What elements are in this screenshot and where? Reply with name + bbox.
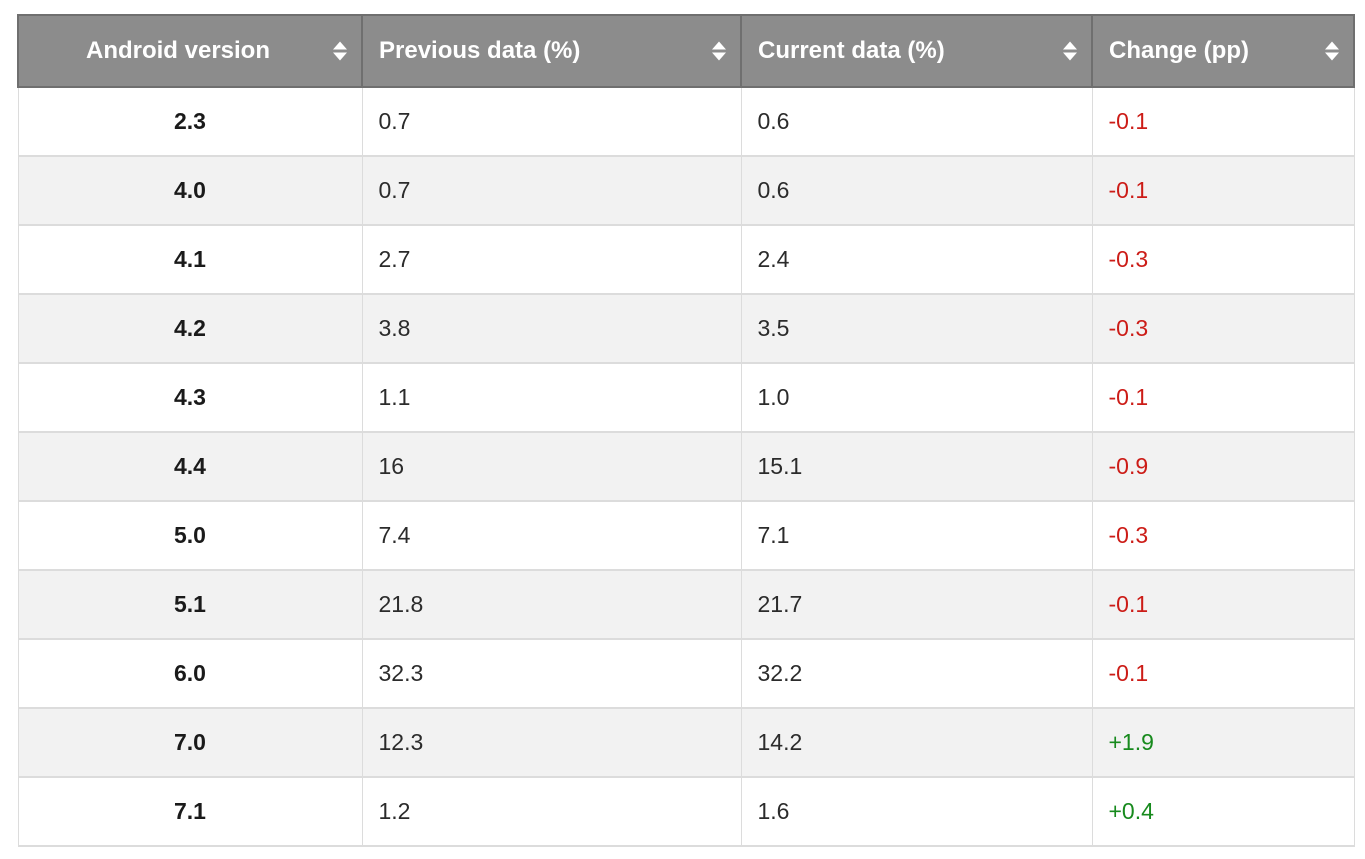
sort-icon[interactable] bbox=[1063, 41, 1077, 61]
previous-data-cell: 0.7 bbox=[361, 156, 742, 226]
current-data-cell: 15.1 bbox=[740, 432, 1093, 502]
android-version-cell: 7.1 bbox=[17, 777, 363, 847]
previous-data-cell: 16 bbox=[361, 432, 742, 502]
current-data-cell: 3.5 bbox=[740, 294, 1093, 364]
previous-data-cell: 3.8 bbox=[361, 294, 742, 364]
previous-data-cell: 21.8 bbox=[361, 570, 742, 640]
change-cell: -0.3 bbox=[1091, 294, 1355, 364]
table-row: 7.1 1.2 1.6 +0.4 bbox=[17, 777, 1355, 847]
previous-data-cell: 2.7 bbox=[361, 225, 742, 295]
sort-down-arrow-icon bbox=[712, 52, 726, 61]
previous-data-cell: 0.7 bbox=[361, 87, 742, 157]
current-data-cell: 32.2 bbox=[740, 639, 1093, 709]
android-version-cell: 2.3 bbox=[17, 87, 363, 157]
sort-up-arrow-icon bbox=[1063, 41, 1077, 50]
table-header: Android version Previous data (%) Curren… bbox=[17, 14, 1355, 88]
sort-down-arrow-icon bbox=[1063, 52, 1077, 61]
change-cell: +0.4 bbox=[1091, 777, 1355, 847]
android-version-cell: 5.0 bbox=[17, 501, 363, 571]
sort-icon[interactable] bbox=[712, 41, 726, 61]
previous-data-cell: 12.3 bbox=[361, 708, 742, 778]
change-cell: -0.3 bbox=[1091, 225, 1355, 295]
current-data-cell: 21.7 bbox=[740, 570, 1093, 640]
column-header-label: Android version bbox=[85, 37, 271, 64]
column-header-change[interactable]: Change (pp) bbox=[1091, 14, 1355, 88]
table-body: 2.3 0.7 0.6 -0.1 4.0 0.7 0.6 -0.1 4.1 2.… bbox=[17, 87, 1355, 847]
table-row: 6.0 32.3 32.2 -0.1 bbox=[17, 639, 1355, 709]
sort-icon[interactable] bbox=[333, 41, 347, 61]
change-cell: -0.1 bbox=[1091, 87, 1355, 157]
column-header-android-version[interactable]: Android version bbox=[17, 14, 363, 88]
table-row: 5.1 21.8 21.7 -0.1 bbox=[17, 570, 1355, 640]
android-version-cell: 4.4 bbox=[17, 432, 363, 502]
column-header-current-data[interactable]: Current data (%) bbox=[740, 14, 1093, 88]
current-data-cell: 0.6 bbox=[740, 156, 1093, 226]
change-cell: -0.9 bbox=[1091, 432, 1355, 502]
android-distribution-table: Android version Previous data (%) Curren… bbox=[17, 14, 1355, 847]
current-data-cell: 7.1 bbox=[740, 501, 1093, 571]
android-version-cell: 7.0 bbox=[17, 708, 363, 778]
android-version-cell: 4.0 bbox=[17, 156, 363, 226]
android-version-cell: 4.3 bbox=[17, 363, 363, 433]
current-data-cell: 0.6 bbox=[740, 87, 1093, 157]
previous-data-cell: 1.2 bbox=[361, 777, 742, 847]
current-data-cell: 1.0 bbox=[740, 363, 1093, 433]
android-version-cell: 6.0 bbox=[17, 639, 363, 709]
change-cell: -0.1 bbox=[1091, 639, 1355, 709]
table-row: 7.0 12.3 14.2 +1.9 bbox=[17, 708, 1355, 778]
sort-up-arrow-icon bbox=[712, 41, 726, 50]
table-row: 2.3 0.7 0.6 -0.1 bbox=[17, 87, 1355, 157]
column-header-label: Current data (%) bbox=[758, 37, 945, 64]
column-header-label: Previous data (%) bbox=[379, 37, 581, 64]
column-header-label: Change (pp) bbox=[1109, 37, 1249, 64]
change-cell: -0.1 bbox=[1091, 363, 1355, 433]
table-row: 5.0 7.4 7.1 -0.3 bbox=[17, 501, 1355, 571]
table-row: 4.4 16 15.1 -0.9 bbox=[17, 432, 1355, 502]
android-distribution-table-container: Android version Previous data (%) Curren… bbox=[17, 14, 1355, 847]
table-row: 4.3 1.1 1.0 -0.1 bbox=[17, 363, 1355, 433]
table-row: 4.2 3.8 3.5 -0.3 bbox=[17, 294, 1355, 364]
current-data-cell: 1.6 bbox=[740, 777, 1093, 847]
android-version-cell: 4.1 bbox=[17, 225, 363, 295]
table-row: 4.1 2.7 2.4 -0.3 bbox=[17, 225, 1355, 295]
previous-data-cell: 1.1 bbox=[361, 363, 742, 433]
android-version-cell: 5.1 bbox=[17, 570, 363, 640]
change-cell: +1.9 bbox=[1091, 708, 1355, 778]
previous-data-cell: 32.3 bbox=[361, 639, 742, 709]
current-data-cell: 2.4 bbox=[740, 225, 1093, 295]
sort-up-arrow-icon bbox=[1325, 41, 1339, 50]
current-data-cell: 14.2 bbox=[740, 708, 1093, 778]
sort-icon[interactable] bbox=[1325, 41, 1339, 61]
sort-up-arrow-icon bbox=[333, 41, 347, 50]
header-row: Android version Previous data (%) Curren… bbox=[17, 14, 1355, 88]
change-cell: -0.1 bbox=[1091, 570, 1355, 640]
change-cell: -0.3 bbox=[1091, 501, 1355, 571]
change-cell: -0.1 bbox=[1091, 156, 1355, 226]
column-header-previous-data[interactable]: Previous data (%) bbox=[361, 14, 742, 88]
android-version-cell: 4.2 bbox=[17, 294, 363, 364]
sort-down-arrow-icon bbox=[333, 52, 347, 61]
sort-down-arrow-icon bbox=[1325, 52, 1339, 61]
table-row: 4.0 0.7 0.6 -0.1 bbox=[17, 156, 1355, 226]
previous-data-cell: 7.4 bbox=[361, 501, 742, 571]
